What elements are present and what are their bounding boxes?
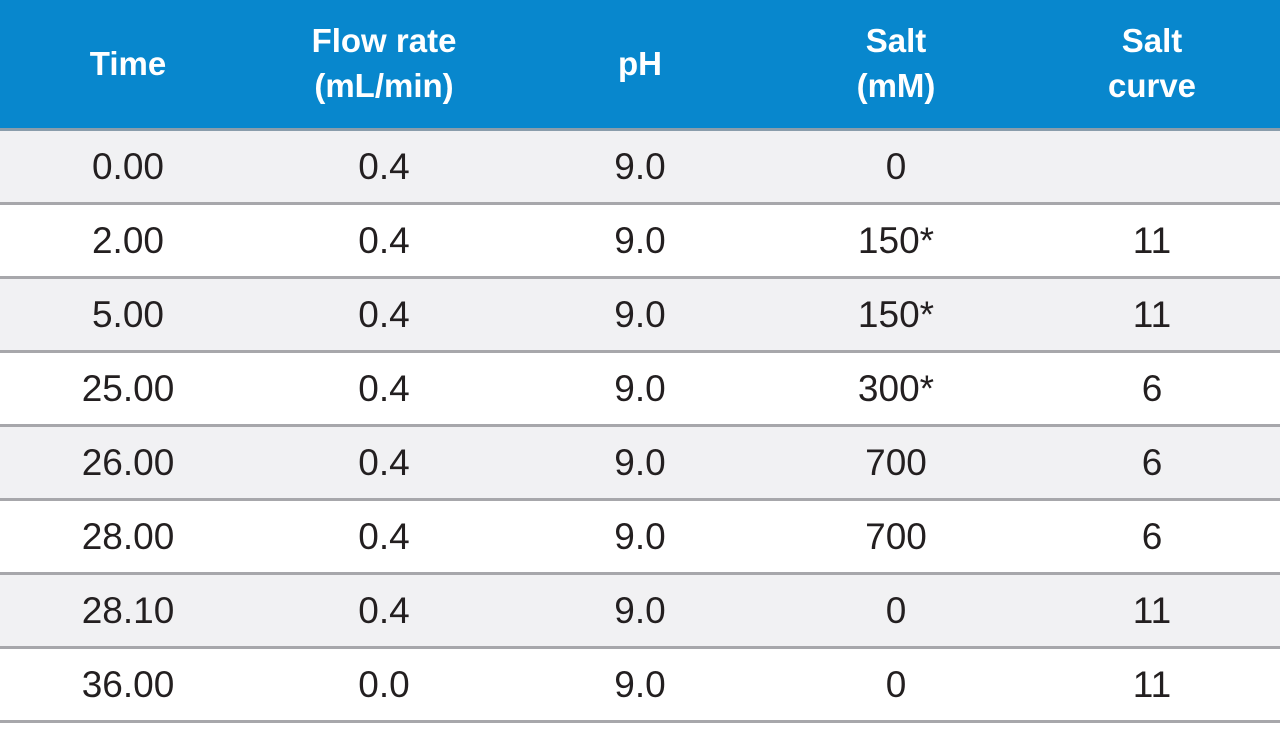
cell-salt: 150* (857, 293, 935, 335)
header-label: (mL/min) (314, 67, 454, 104)
header-label: pH (618, 44, 662, 82)
table-row: 0.00 0.4 9.0 0 (0, 129, 1280, 204)
cell-salt: 700 (865, 515, 927, 557)
cell-ph: 9.0 (614, 589, 666, 631)
table-row: 25.00 0.4 9.0 300* 6 (0, 351, 1280, 426)
cell-salt-curve: 11 (1132, 663, 1172, 705)
cell-time: 25.00 (81, 367, 175, 409)
cell-flow-rate: 0.4 (358, 145, 410, 187)
cell-salt: 0 (885, 589, 907, 631)
cell-salt-curve: 11 (1132, 219, 1172, 261)
cell-time: 36.00 (81, 663, 175, 705)
header-label: (mM) (856, 67, 936, 104)
table-row: 28.10 0.4 9.0 0 11 (0, 573, 1280, 648)
column-header-salt-curve: Salt curve (1024, 0, 1280, 131)
cell-ph: 9.0 (614, 441, 666, 483)
cell-salt-curve: 6 (1141, 515, 1163, 557)
cell-ph: 9.0 (614, 663, 666, 705)
table-row: 5.00 0.4 9.0 150* 11 (0, 277, 1280, 352)
cell-salt-curve: 6 (1141, 441, 1163, 483)
cell-flow-rate: 0.4 (358, 367, 410, 409)
cell-time: 5.00 (91, 293, 164, 335)
column-header-ph: pH (512, 0, 768, 131)
cell-salt-curve: 6 (1141, 367, 1163, 409)
cell-salt-curve (1024, 130, 1280, 204)
cell-salt-curve: 11 (1132, 589, 1172, 631)
cell-ph: 9.0 (614, 145, 666, 187)
header-row: Time Flow rate (mL/min) pH Salt (mM) Sal… (0, 0, 1280, 131)
cell-flow-rate: 0.4 (358, 293, 410, 335)
cell-time: 28.00 (81, 515, 175, 557)
cell-ph: 9.0 (614, 367, 666, 409)
cell-salt: 300* (857, 367, 935, 409)
cell-salt: 0 (885, 663, 907, 705)
table-row: 28.00 0.4 9.0 700 6 (0, 499, 1280, 574)
table-header: Time Flow rate (mL/min) pH Salt (mM) Sal… (0, 0, 1280, 131)
column-header-salt: Salt (mM) (768, 0, 1024, 131)
cell-time: 2.00 (91, 219, 164, 261)
cell-time: 0.00 (91, 145, 164, 187)
cell-ph: 9.0 (614, 293, 666, 335)
cell-time: 26.00 (81, 441, 175, 483)
table-row: 26.00 0.4 9.0 700 6 (0, 425, 1280, 500)
cell-salt-curve: 11 (1132, 293, 1172, 335)
column-header-time: Time (0, 0, 256, 131)
column-header-flow-rate: Flow rate (mL/min) (256, 0, 512, 131)
cell-ph: 9.0 (614, 219, 666, 261)
cell-flow-rate: 0.4 (358, 219, 410, 261)
cell-salt: 700 (865, 441, 927, 483)
cell-flow-rate: 0.4 (358, 441, 410, 483)
cell-salt: 0 (885, 145, 907, 187)
table-row: 2.00 0.4 9.0 150* 11 (0, 203, 1280, 278)
cell-ph: 9.0 (614, 515, 666, 557)
header-label: Salt (1121, 22, 1183, 60)
cell-salt: 150* (857, 219, 935, 261)
header-label: curve (1107, 67, 1197, 104)
cell-time: 28.10 (81, 589, 175, 631)
table-row: 36.00 0.0 9.0 0 11 (0, 647, 1280, 722)
cell-flow-rate: 0.0 (358, 663, 410, 705)
cell-flow-rate: 0.4 (358, 589, 410, 631)
header-label: Flow rate (311, 22, 457, 60)
header-label: Salt (865, 22, 927, 60)
table-body: 0.00 0.4 9.0 0 2.00 0.4 9.0 150* 11 5.00… (0, 129, 1280, 722)
cell-flow-rate: 0.4 (358, 515, 410, 557)
header-label: Time (89, 44, 167, 82)
